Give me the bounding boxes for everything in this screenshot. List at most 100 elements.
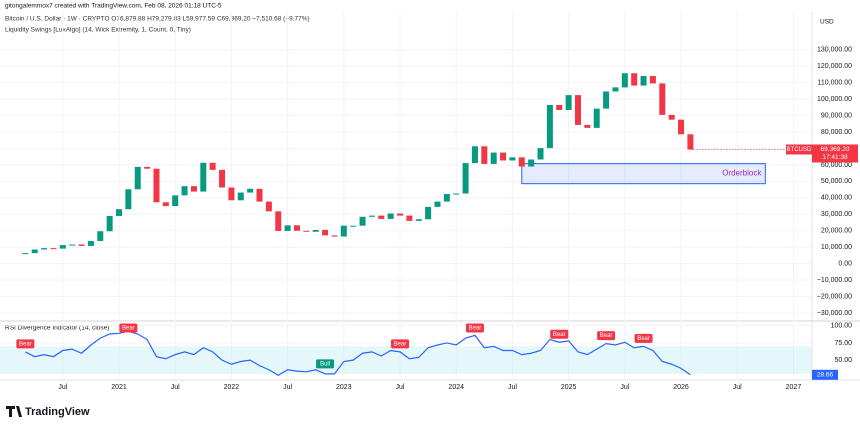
x-tick-label: 2027 (786, 384, 802, 391)
candle-body (153, 168, 160, 203)
candle-body (97, 231, 104, 241)
signal-label: Bear (469, 326, 482, 332)
candle-body (574, 95, 581, 125)
candle-body (603, 91, 610, 109)
candle-body (303, 230, 310, 232)
y-tick-label: 110,000.00 (817, 79, 852, 86)
signal-label: Bear (122, 326, 135, 332)
candle-body (471, 146, 478, 164)
candle-body (500, 152, 507, 161)
symbol-line: Bitcoin / U.S. Dollar · 1W · CRYPTO O76,… (5, 16, 310, 23)
candle-body (640, 76, 647, 86)
price-tag (812, 144, 858, 163)
candle-body (284, 225, 291, 231)
x-tick-label: Jul (733, 384, 742, 391)
x-tick-label: 2025 (561, 384, 577, 391)
orderblock-label: Orderblock (722, 169, 762, 178)
candle-body (331, 235, 338, 237)
signal-badge (316, 359, 335, 369)
candle-body (200, 162, 207, 192)
symbol-tag (786, 144, 812, 155)
y-tick-label: 75.00 (834, 340, 852, 347)
y-tick-label: −10,000.00 (817, 277, 852, 284)
candle-body (593, 108, 600, 128)
y-tick-label: 120,000.00 (817, 63, 852, 70)
candle-body (312, 229, 319, 232)
y-tick-label: −30,000.00 (817, 310, 852, 317)
candle-body (509, 157, 516, 161)
candle-body (565, 95, 572, 110)
candle-body (59, 245, 66, 249)
logo-mark (6, 406, 22, 417)
countdown-text: 17:41:38 (822, 154, 848, 161)
candle-body (453, 193, 460, 195)
candle-body (209, 162, 216, 170)
signal-badge (465, 323, 484, 333)
candle-body (41, 248, 48, 250)
candle-body (528, 159, 535, 167)
candle-body (125, 189, 132, 210)
x-tick-label: 2022 (224, 384, 240, 391)
signal-label: Bear (637, 336, 650, 342)
candle-body (87, 240, 94, 246)
candle-body (518, 157, 525, 167)
candle-body (490, 152, 497, 164)
candle-body (293, 225, 300, 231)
candle-body (219, 169, 226, 188)
signal-label: Bull (320, 361, 330, 367)
candle-body (406, 215, 413, 221)
candle-body (462, 163, 469, 194)
candle-body (359, 216, 366, 226)
logo: TradingView (6, 406, 90, 418)
rsi-title: RSI Divergence Indicator (14, close) (5, 325, 109, 332)
logo-text: TradingView (25, 406, 90, 418)
candle-body (181, 186, 188, 196)
y-tick-label: 100.00 (831, 323, 853, 330)
rsi-line (25, 330, 691, 376)
candle-body (144, 166, 151, 169)
candle-body (649, 76, 656, 84)
signal-label: Bear (394, 341, 407, 347)
signal-badge (597, 331, 616, 341)
candle-body (350, 225, 357, 227)
symbol-tag-text: BTCUSD (787, 147, 812, 153)
y-tick-label: 0.00 (838, 261, 852, 268)
signal-badge (634, 333, 653, 343)
candle-body (659, 83, 666, 115)
candle-body (78, 244, 85, 246)
candle-body (172, 195, 179, 207)
candle-body (397, 213, 404, 216)
y-tick-label: 50.00 (834, 357, 852, 364)
y-tick-label: 100,000.00 (817, 96, 852, 103)
y-tick-label: 130,000.00 (817, 47, 852, 54)
candle-body (322, 229, 329, 236)
signal-badge (16, 339, 35, 349)
signal-label: Bear (600, 333, 613, 339)
candle-body (106, 215, 113, 232)
candle-body (340, 225, 347, 237)
y-tick-label: 40,000.00 (821, 195, 852, 202)
candle-body (556, 104, 563, 110)
candle-body (668, 114, 675, 120)
signal-badge (391, 339, 410, 349)
y-tick-label: 60,000.00 (821, 162, 852, 169)
signal-badge (119, 323, 138, 333)
candle-body (378, 215, 385, 219)
candle-body (481, 146, 488, 164)
candle-body (443, 194, 450, 202)
candle-body (275, 211, 282, 231)
y-tick-label: 80,000.00 (821, 129, 852, 136)
candle-body (134, 166, 141, 190)
candle-body (368, 215, 375, 217)
candle-body (162, 202, 169, 207)
candle-body (612, 87, 619, 92)
x-tick-label: 2023 (336, 384, 352, 391)
x-tick-label: Jul (171, 384, 180, 391)
candle-body (415, 219, 422, 221)
rsi-tag-text: 28.66 (817, 372, 834, 379)
signal-label: Bear (19, 341, 32, 347)
y-tick-label: 20,000.00 (821, 228, 852, 235)
candle-body (22, 253, 29, 255)
x-tick-label: Jul (508, 384, 517, 391)
